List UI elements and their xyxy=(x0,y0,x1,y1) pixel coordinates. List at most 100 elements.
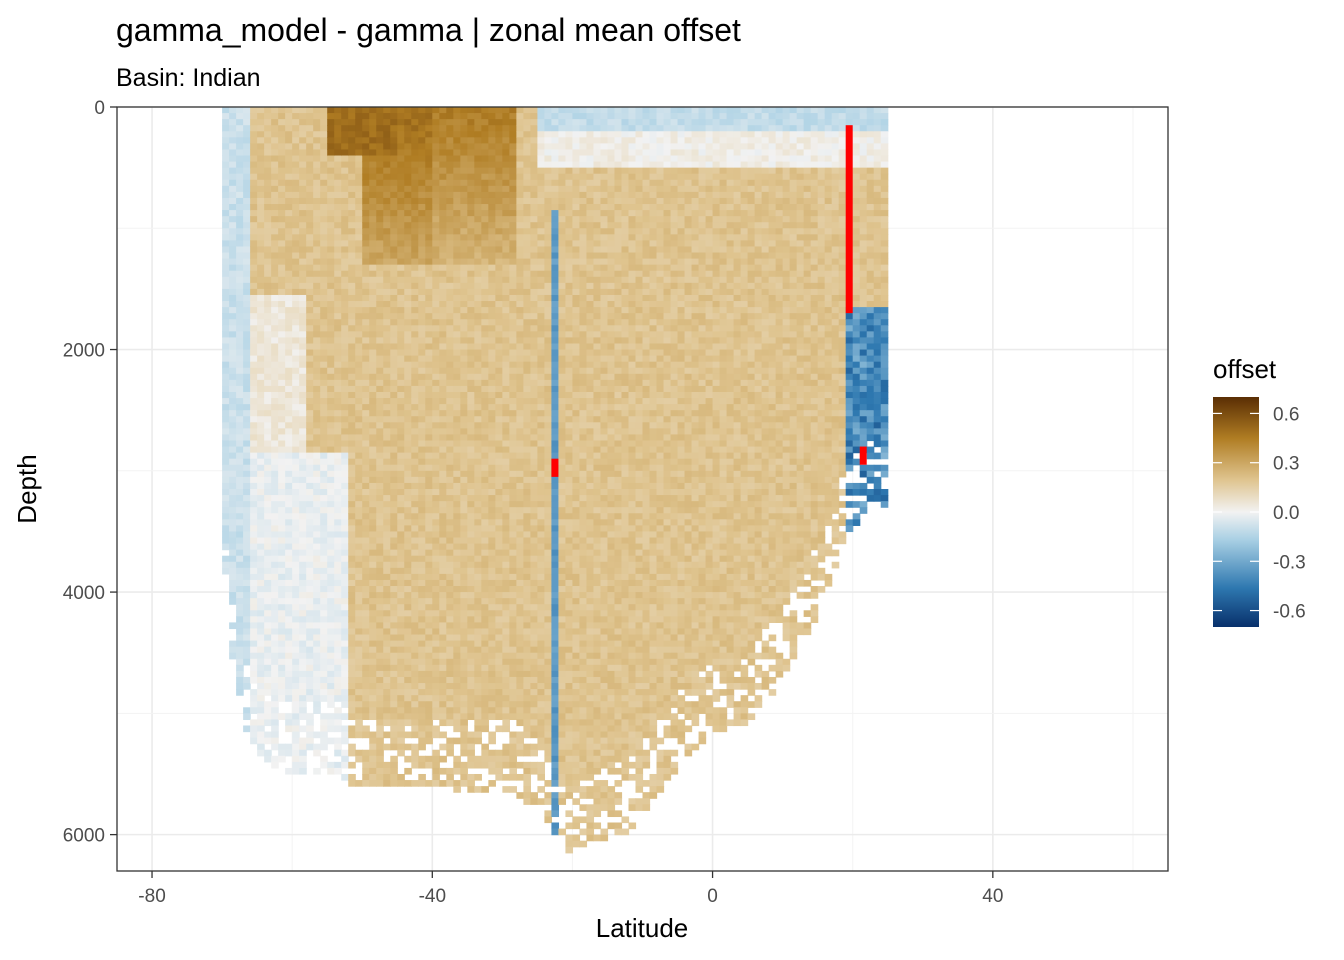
heatmap-cell xyxy=(467,489,475,496)
heatmap-cell xyxy=(320,428,328,436)
heatmap-cell xyxy=(432,476,440,484)
heatmap-cell xyxy=(495,513,503,520)
heatmap-cell xyxy=(355,670,363,678)
heatmap-cell xyxy=(327,197,335,205)
heatmap-cell xyxy=(537,622,546,630)
heatmap-cell xyxy=(467,167,475,175)
heatmap-cell xyxy=(299,761,307,769)
heatmap-cell xyxy=(460,282,468,290)
heatmap-cell xyxy=(299,664,307,672)
heatmap-cell xyxy=(257,337,265,345)
heatmap-cell xyxy=(523,543,531,551)
heatmap-cell xyxy=(257,749,265,757)
heatmap-cell xyxy=(257,173,265,181)
heatmap-cell xyxy=(418,731,426,739)
heatmap-cell xyxy=(404,228,412,235)
heatmap-cell xyxy=(530,567,538,575)
heatmap-cell xyxy=(236,628,244,636)
heatmap-cell xyxy=(299,282,307,290)
heatmap-cell xyxy=(264,434,272,442)
heatmap-cell xyxy=(285,610,293,617)
heatmap-cell xyxy=(257,252,265,260)
heatmap-cell xyxy=(411,489,419,496)
heatmap-cell xyxy=(320,246,328,254)
heatmap-cell xyxy=(327,155,335,163)
heatmap-cell xyxy=(264,646,272,654)
heatmap-cell xyxy=(278,525,286,533)
heatmap-cell xyxy=(481,149,489,157)
heatmap-cell xyxy=(404,276,412,284)
heatmap-cell xyxy=(481,610,489,617)
heatmap-cell xyxy=(278,294,286,302)
heatmap-cell xyxy=(390,634,398,642)
heatmap-cell xyxy=(474,501,482,508)
heatmap-cell xyxy=(285,683,293,690)
heatmap-cell xyxy=(250,113,258,120)
heatmap-cell xyxy=(460,695,468,702)
heatmap-cell xyxy=(467,652,475,660)
heatmap-cell xyxy=(299,155,307,163)
heatmap-cell xyxy=(439,125,447,132)
heatmap-cell xyxy=(495,610,503,617)
heatmap-cell xyxy=(502,155,510,163)
heatmap-cell xyxy=(481,543,489,551)
heatmap-cell xyxy=(355,567,363,575)
heatmap-cell xyxy=(355,185,363,193)
heatmap-cell xyxy=(495,410,503,417)
heatmap-cell xyxy=(376,713,384,721)
heatmap-cell xyxy=(264,464,272,472)
heatmap-cell xyxy=(460,107,468,114)
heatmap-cell xyxy=(411,507,419,514)
heatmap-cell xyxy=(222,155,230,163)
heatmap-cell xyxy=(516,361,524,369)
heatmap-cell xyxy=(523,210,531,217)
heatmap-cell xyxy=(306,452,314,460)
heatmap-cell xyxy=(425,440,433,448)
heatmap-cell xyxy=(481,713,489,721)
heatmap-cell xyxy=(467,131,475,138)
heatmap-cell xyxy=(432,234,440,241)
heatmap-cell xyxy=(229,204,237,211)
heatmap-cell xyxy=(488,640,496,648)
heatmap-cell xyxy=(509,313,517,320)
heatmap-cell xyxy=(411,610,419,617)
heatmap-cell xyxy=(355,234,363,241)
heatmap-cell xyxy=(313,622,321,630)
heatmap-cell xyxy=(390,416,398,423)
heatmap-cell xyxy=(467,313,475,320)
heatmap-cell xyxy=(334,349,342,357)
heatmap-cell xyxy=(509,337,517,345)
heatmap-cell xyxy=(432,391,440,399)
heatmap-cell xyxy=(537,167,546,175)
heatmap-cell xyxy=(495,216,503,223)
heatmap-cell xyxy=(278,695,286,702)
heatmap-cell xyxy=(236,258,244,266)
heatmap-cell xyxy=(425,149,433,157)
heatmap-cell xyxy=(474,543,482,551)
heatmap-cell xyxy=(460,701,468,708)
heatmap-cell xyxy=(453,440,461,448)
heatmap-cell xyxy=(348,549,356,557)
heatmap-cell xyxy=(299,749,307,757)
heatmap-cell xyxy=(432,434,440,442)
heatmap-cell xyxy=(369,282,377,290)
heatmap-cell xyxy=(453,537,461,545)
heatmap-cell xyxy=(299,676,307,684)
heatmap-cell xyxy=(313,307,321,314)
heatmap-cell xyxy=(495,422,503,429)
heatmap-cell xyxy=(320,531,328,539)
heatmap-cell xyxy=(516,252,524,260)
heatmap-cell xyxy=(537,604,546,611)
heatmap-cell xyxy=(488,519,496,526)
heatmap-cell xyxy=(383,307,391,314)
heatmap-cell xyxy=(271,476,279,484)
heatmap-cell xyxy=(292,307,300,314)
heatmap-cell xyxy=(383,567,391,575)
heatmap-cell xyxy=(327,664,335,672)
heatmap-cell xyxy=(544,507,553,514)
heatmap-cell xyxy=(446,501,454,508)
heatmap-cell xyxy=(243,725,251,733)
heatmap-cell xyxy=(460,555,468,563)
heatmap-cell xyxy=(355,689,363,696)
heatmap-cell xyxy=(264,234,272,241)
